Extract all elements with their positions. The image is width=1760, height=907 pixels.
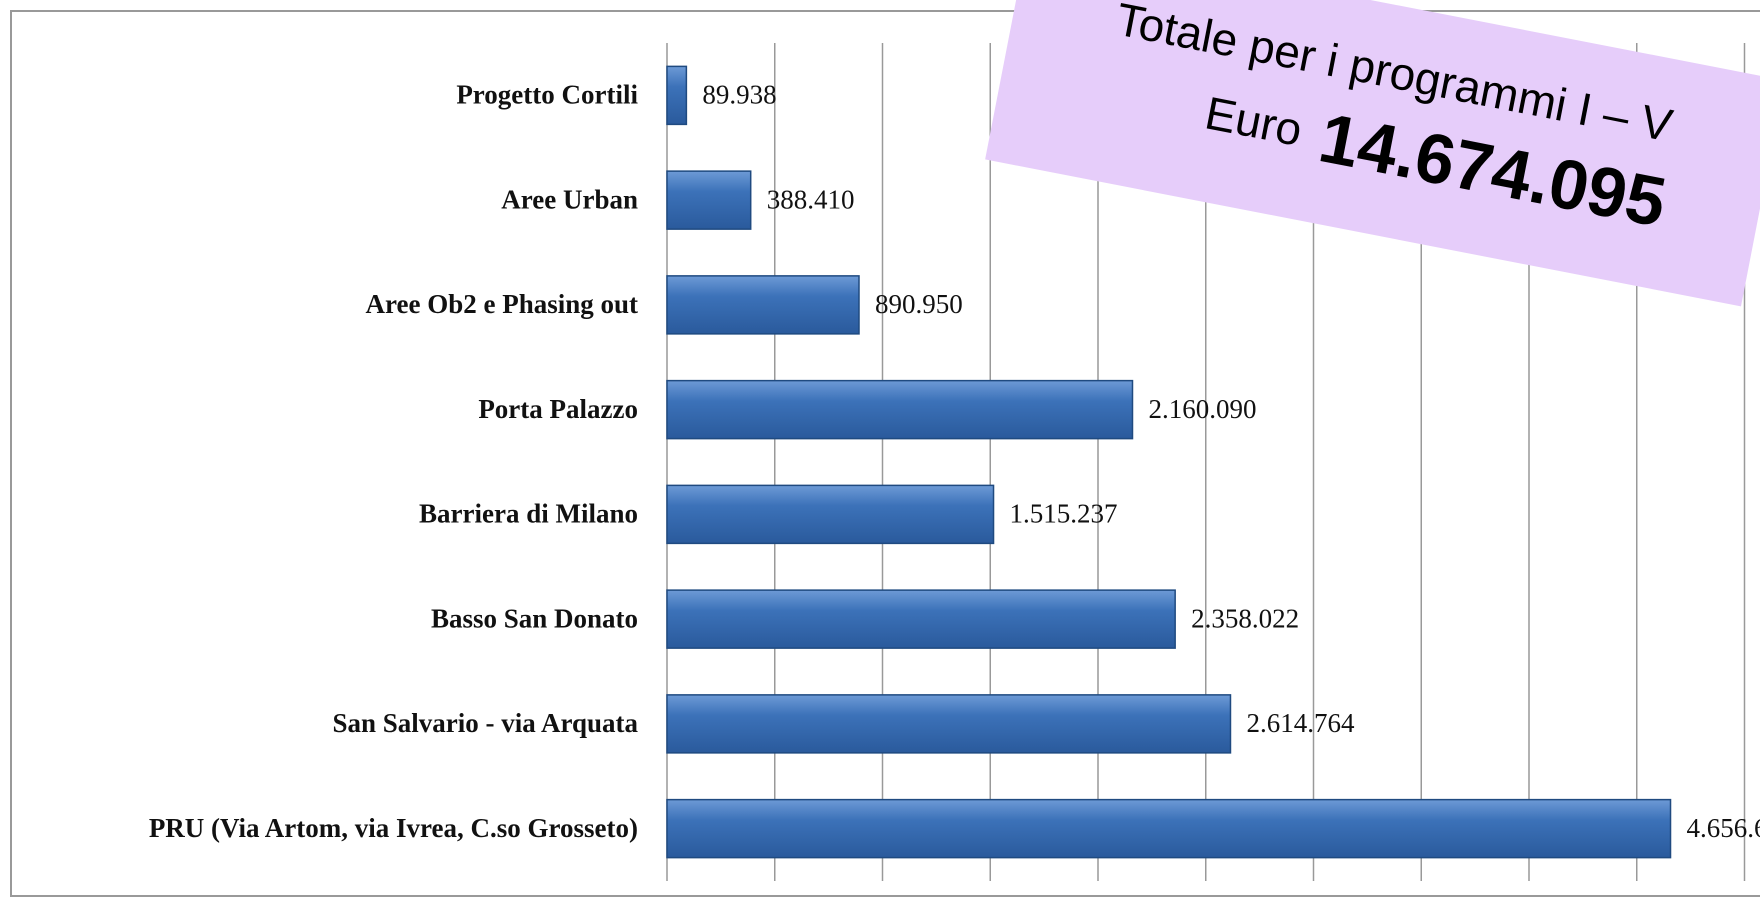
- value-label: 388.410: [767, 184, 855, 214]
- value-label: 1.515.237: [1010, 499, 1118, 529]
- bar: [666, 589, 1176, 649]
- bar: [666, 379, 1134, 440]
- bar: [666, 275, 860, 335]
- category-label: Aree Ob2 e Phasing out: [365, 289, 638, 319]
- category-label: Barriera di Milano: [419, 499, 638, 529]
- bar: [666, 694, 1232, 754]
- bar: [666, 170, 752, 230]
- value-label: 2.358.022: [1191, 603, 1299, 633]
- category-label: San Salvario - via Arquata: [332, 708, 638, 738]
- value-label: 2.614.764: [1246, 708, 1355, 738]
- bar: [666, 798, 1672, 859]
- annotation-box: [985, 0, 1760, 307]
- category-label: PRU (Via Artom, via Ivrea, C.so Grosseto…: [149, 813, 638, 843]
- bar: [666, 65, 688, 126]
- value-label: 2.160.090: [1148, 394, 1256, 424]
- value-label: 4.656.685: [1687, 813, 1760, 843]
- value-label: 890.950: [875, 289, 963, 319]
- bar: [666, 484, 995, 545]
- category-label: Porta Palazzo: [478, 394, 638, 424]
- category-label: Progetto Cortili: [456, 80, 638, 110]
- category-label: Basso San Donato: [431, 603, 638, 633]
- value-label: 89.938: [702, 80, 776, 110]
- category-label: Aree Urban: [501, 184, 638, 214]
